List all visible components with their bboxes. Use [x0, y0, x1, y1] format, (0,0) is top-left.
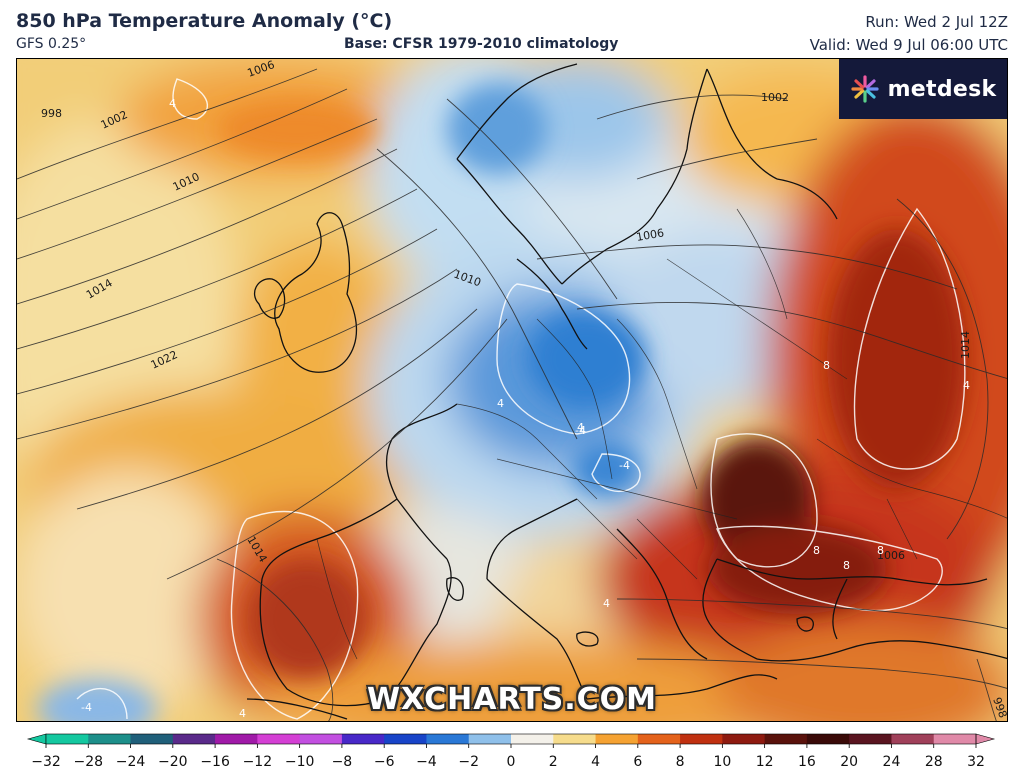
colorbar-min-arrow [26, 733, 47, 745]
colorbar-segment [257, 734, 301, 744]
colorbar-segment [806, 734, 850, 744]
anomaly-label: 8 [843, 559, 850, 572]
colorbar-segment [172, 734, 216, 744]
country-borders [316, 208, 1007, 660]
colorbar-tick-label: 8 [676, 754, 685, 770]
colorbar-tick-label: 2 [549, 754, 558, 770]
colorbar-tick-label: −10 [285, 754, 315, 770]
run-time-label: Run: Wed 2 Jul 12Z [865, 13, 1008, 31]
colorbar-segment [680, 734, 723, 744]
anomaly-label: 8 [823, 359, 830, 372]
colorbar-segment [215, 734, 258, 744]
anomaly-label: 4 [603, 597, 610, 610]
colorbar-tick-label: 4 [591, 754, 600, 770]
colorbar-max-arrow [975, 733, 996, 745]
anomaly-label: -4 [81, 701, 92, 714]
anomaly-label: 4 [497, 397, 504, 410]
metdesk-logo: metdesk [839, 59, 1007, 119]
colorbar-segment [426, 734, 470, 744]
metdesk-sparkle-icon [850, 75, 879, 103]
colorbar-tick-label: 20 [840, 754, 858, 770]
colorbar-tick-label: −4 [416, 754, 437, 770]
isobar-label: 1006 [877, 549, 905, 562]
anomaly-label: 4 [963, 379, 970, 392]
valid-time-label: Valid: Wed 9 Jul 06:00 UTC [809, 36, 1008, 54]
colorbar-tick-label: −2 [458, 754, 479, 770]
colorbar-tick-label: 16 [798, 754, 816, 770]
anomaly-labels: 4 4 4 -4 -4 8 8 8 8 4 -4 4 4 [81, 97, 970, 720]
anomaly-label: -4 [575, 424, 586, 437]
isobars [17, 68, 1007, 721]
colorbar-tick-label: 10 [713, 754, 731, 770]
colorbar-segment [891, 734, 935, 744]
colorbar-segment [637, 734, 681, 744]
colorbar-tick-label: −12 [243, 754, 273, 770]
colorbar-segment [553, 734, 597, 744]
colorbar-tick-label: 32 [967, 754, 985, 770]
anomaly-map: 998 1002 1006 1010 1014 1022 1006 1010 1… [16, 58, 1008, 722]
colorbar-segment [130, 734, 174, 744]
anomaly-label: 8 [813, 544, 820, 557]
colorbar-segment [384, 734, 427, 744]
colorbar-segment [849, 734, 892, 744]
colorbar-tick-label: −28 [73, 754, 103, 770]
colorbar-tick-label: −8 [332, 754, 353, 770]
colorbar-segment [46, 734, 89, 744]
isobar-label: 998 [41, 107, 62, 120]
anomaly-label: -4 [619, 459, 630, 472]
colorbar-segment [933, 734, 977, 744]
colorbar-segment [511, 734, 554, 744]
base-climatology-label: Base: CFSR 1979-2010 climatology [344, 36, 619, 52]
colorbar-tick-label: 0 [507, 754, 516, 770]
metdesk-logo-text: metdesk [887, 76, 997, 102]
colorbar-ticks: −32 −28 −24 −20 −16 −12 −10 −8 −6 −4 −2 0 2 4 6 8 10 12 16… [31, 744, 985, 770]
colorbar-segment [341, 734, 385, 744]
colorbar-tick-label: 6 [633, 754, 642, 770]
colorbar-tick-label: 28 [925, 754, 943, 770]
colorbar-tick-label: −24 [116, 754, 146, 770]
colorbar-segment [88, 734, 132, 744]
colorbar-segment [595, 734, 639, 744]
colorbar-segments [26, 733, 996, 745]
colorbar-tick-label: −32 [31, 754, 61, 770]
coastlines [246, 63, 1007, 720]
colorbar-segment [722, 734, 766, 744]
anomaly-label: 4 [169, 97, 176, 110]
anomaly-label: 4 [239, 707, 246, 720]
colorbar-tick-label: 12 [756, 754, 774, 770]
colorbar-segment [299, 734, 343, 744]
anomaly-label: 8 [877, 544, 884, 557]
wxcharts-watermark: WXCHARTS.COM [366, 682, 658, 717]
colorbar-segment [468, 734, 512, 744]
isobar-label: 1002 [761, 91, 789, 104]
colorbar-tick-label: −20 [158, 754, 188, 770]
isobar-label: 1014 [959, 331, 972, 359]
chart-title: 850 hPa Temperature Anomaly (°C) [16, 10, 393, 32]
colorbar-segment [764, 734, 808, 744]
model-label: GFS 0.25° [16, 36, 87, 52]
anomaly-field [17, 59, 1007, 721]
colorbar-tick-label: −16 [200, 754, 230, 770]
isobar-label: 1006 [635, 226, 665, 244]
colorbar-tick-label: 24 [883, 754, 901, 770]
map-canvas: 998 1002 1006 1010 1014 1022 1006 1010 1… [17, 59, 1007, 721]
colorbar: −32 −28 −24 −20 −16 −12 −10 −8 −6 −4 −2 0 2 4 6 8 10 12 16… [26, 733, 996, 770]
colorbar-tick-label: −6 [374, 754, 395, 770]
anomaly-label: 4 [577, 421, 584, 434]
